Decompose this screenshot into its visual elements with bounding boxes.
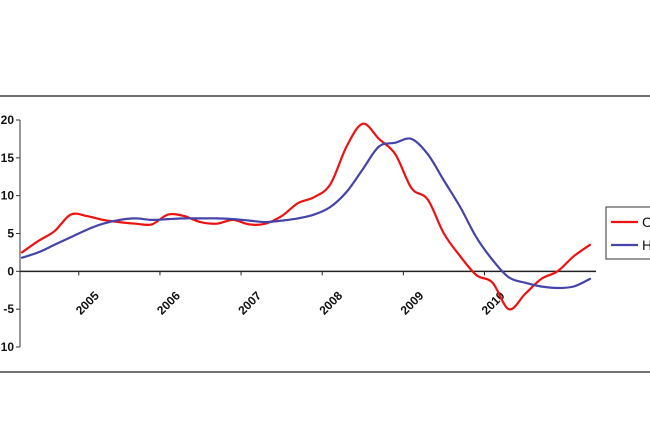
legend-box [605,206,650,260]
y-tick-label: -10 [0,340,14,354]
chart-frame [0,95,650,373]
y-tick-label: 15 [1,151,15,165]
series-lines [20,122,592,311]
series-line-h [20,137,592,290]
y-tick-label: 10 [1,189,15,203]
y-tick-label: 20 [1,113,15,127]
y-tick-label: -5 [3,302,14,316]
legend-label-c: C [642,214,650,230]
y-tick-label: 0 [7,264,14,278]
y-axis: 20 15 10 5 0 -5 -10 [0,113,21,354]
legend-label-h: H [642,237,650,253]
legend: CH [605,206,650,260]
series-line-c [20,122,592,311]
y-tick-label: 5 [7,227,14,241]
